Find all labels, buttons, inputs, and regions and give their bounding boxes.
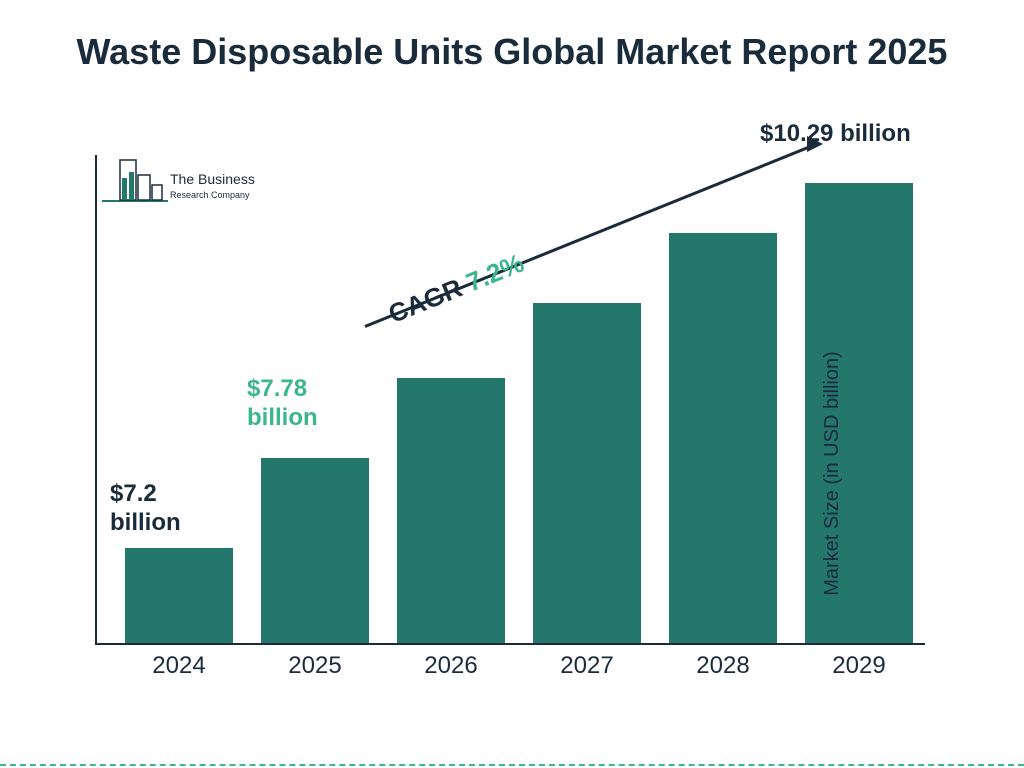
value-label: $7.78 billion	[247, 375, 367, 433]
bar-2024	[125, 548, 233, 643]
cagr-value: 7.2%	[462, 248, 528, 298]
value-label: $7.2 billion	[110, 480, 230, 538]
bar-2026	[397, 378, 505, 643]
x-label-2026: 2026	[397, 652, 505, 680]
x-label-2024: 2024	[125, 652, 233, 680]
chart-title: Waste Disposable Units Global Market Rep…	[0, 30, 1024, 73]
x-label-2028: 2028	[669, 652, 777, 680]
bar-chart: 2024 2025 2026 2027 2028 2029 $7.2 billion $7.…	[95, 145, 925, 685]
footer-dashed-line	[0, 764, 1024, 766]
cagr-annotation: CAGR 7.2%	[384, 248, 528, 330]
cagr-label: CAGR	[384, 270, 473, 329]
y-axis-line	[95, 155, 97, 645]
trend-arrow-head	[807, 136, 823, 152]
x-label-2025: 2025	[261, 652, 369, 680]
bar-2025	[261, 458, 369, 643]
value-label: $10.29 billion	[760, 120, 960, 149]
y-axis-title: Market Size (in USD billion)	[821, 351, 844, 596]
bar-2027	[533, 303, 641, 643]
bar-2028	[669, 233, 777, 643]
x-label-2027: 2027	[533, 652, 641, 680]
x-axis-line	[95, 643, 925, 645]
x-label-2029: 2029	[805, 652, 913, 680]
